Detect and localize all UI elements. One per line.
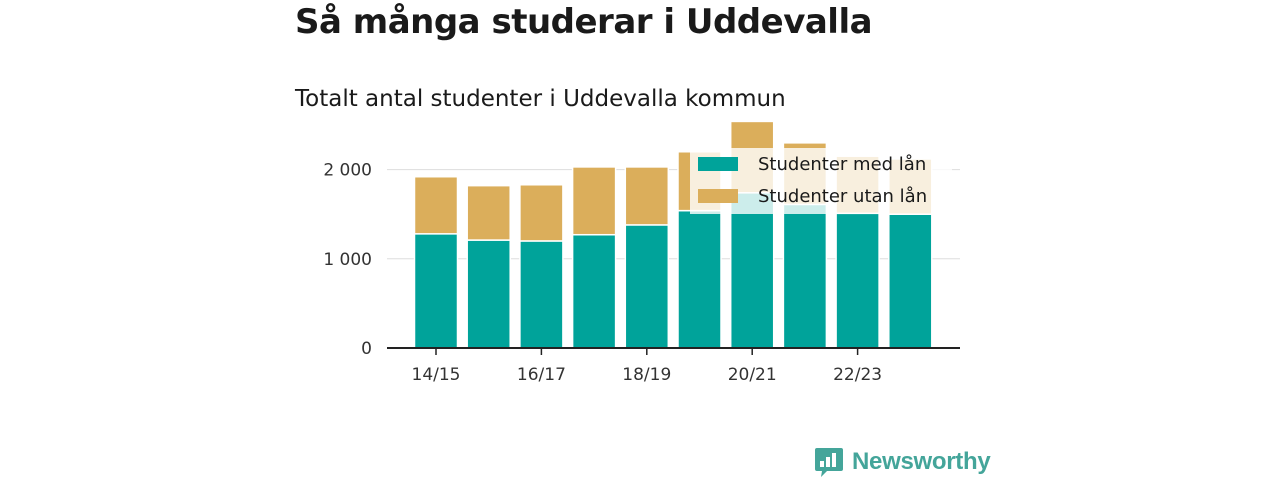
bar-with-loan: [571, 233, 617, 349]
legend-item-with-loan: Studenter med lån: [698, 150, 926, 178]
chart-title: Så många studerar i Uddevalla: [295, 2, 873, 42]
x-tick-label: 18/19: [622, 365, 671, 385]
legend-swatch-without-loan: [698, 189, 738, 203]
bar-without-loan: [571, 166, 617, 236]
bar-with-loan: [835, 212, 880, 349]
x-tick-label: 16/17: [517, 365, 566, 385]
chart-legend: Studenter med lån Studenter utan lån: [690, 148, 952, 214]
legend-item-without-loan: Studenter utan lån: [698, 182, 927, 210]
chart-bubble-icon: [815, 448, 843, 477]
bar-without-loan: [519, 184, 564, 242]
legend-label-without-loan: Studenter utan lån: [758, 185, 928, 207]
bar-without-loan: [413, 175, 459, 235]
bar-with-loan: [466, 239, 511, 349]
bar-without-loan: [624, 166, 670, 226]
legend-label-with-loan: Studenter med lån: [758, 153, 927, 175]
bar-with-loan: [413, 233, 459, 349]
y-tick-label: 2 000: [323, 161, 372, 181]
x-tick-label: 22/23: [833, 365, 882, 385]
bar-with-loan: [677, 209, 722, 349]
y-tick-label: 0: [361, 339, 372, 359]
bar-with-loan: [782, 203, 828, 349]
legend-swatch-with-loan: [698, 157, 738, 171]
bar-without-loan: [466, 184, 511, 241]
bar-with-loan: [624, 224, 670, 349]
x-tick-label: 20/21: [728, 365, 777, 385]
brand-name: Newsworthy: [852, 448, 991, 475]
bar-with-loan: [519, 240, 564, 349]
y-tick-label: 1 000: [323, 250, 372, 270]
bar-with-loan: [888, 213, 933, 349]
x-tick-label: 14/15: [412, 365, 461, 385]
chart-subtitle: Totalt antal studenter i Uddevalla kommu…: [295, 86, 786, 112]
brand-logo: Newsworthy: [814, 446, 991, 478]
bar-with-loan: [729, 192, 775, 349]
